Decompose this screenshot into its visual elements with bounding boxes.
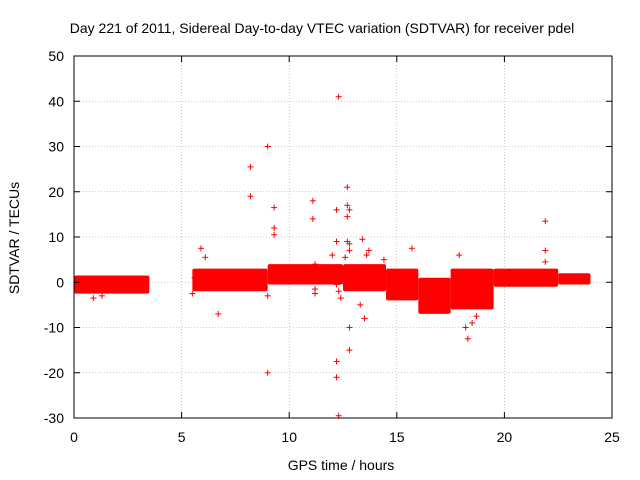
x-tick-label: 20 [497, 429, 513, 445]
data-point [542, 218, 549, 225]
data-point [335, 93, 342, 100]
data-point [408, 245, 415, 252]
data-point [344, 213, 351, 220]
data-point [90, 295, 97, 302]
data-point [344, 184, 351, 191]
data-band [558, 273, 591, 285]
data-band [74, 275, 150, 294]
data-band [267, 264, 343, 285]
data-point [331, 267, 338, 274]
data-band [386, 268, 419, 301]
data-point [342, 254, 349, 261]
data-point [215, 310, 222, 317]
y-tick-label: 20 [48, 184, 64, 200]
data-point [346, 324, 353, 331]
axis-ticks: 0 5 10 15 20 25 -30 -20 -10 0 10 20 30 40 50 [44, 48, 620, 445]
data-band [450, 268, 494, 310]
data-point [456, 252, 463, 259]
data-point [264, 143, 271, 150]
data-point [309, 197, 316, 204]
data-point [312, 261, 319, 268]
x-tick-label: 10 [281, 429, 297, 445]
y-tick-label: -10 [44, 320, 64, 336]
data-point [271, 224, 278, 231]
x-tick-label: 25 [604, 429, 620, 445]
y-tick-label: -20 [44, 365, 64, 381]
data-point [312, 290, 319, 297]
data-point [191, 274, 198, 281]
y-tick-label: 40 [48, 93, 64, 109]
x-tick-label: 15 [389, 429, 405, 445]
data-point [264, 369, 271, 376]
chart-title: Day 221 of 2011, Sidereal Day-to-day VTE… [70, 20, 574, 36]
y-tick-label: 10 [48, 229, 64, 245]
data-band [192, 268, 268, 292]
plot-frame [73, 55, 613, 419]
x-tick-label: 5 [178, 429, 186, 445]
data-point [264, 292, 271, 299]
data-point [333, 281, 340, 288]
data-point [542, 258, 549, 265]
data-point [333, 374, 340, 381]
data-point [329, 252, 336, 259]
y-tick-label: 0 [56, 274, 64, 290]
data-point [365, 247, 372, 254]
x-axis-label: GPS time / hours [288, 457, 395, 473]
data-point [346, 206, 353, 213]
data-band [343, 264, 387, 292]
grid [74, 56, 612, 418]
data-point [247, 193, 254, 200]
data-point [361, 315, 368, 322]
data-point [335, 288, 342, 295]
data-point [98, 292, 105, 299]
data-point [344, 202, 351, 209]
data-point [346, 347, 353, 354]
y-tick-label: 50 [48, 48, 64, 64]
data-point [202, 254, 209, 261]
data-point [473, 313, 480, 320]
data-point [247, 163, 254, 170]
data-point [542, 247, 549, 254]
y-tick-label: -30 [44, 410, 64, 426]
data-point [333, 206, 340, 213]
data-point [357, 301, 364, 308]
data-point [271, 204, 278, 211]
data-point [462, 324, 469, 331]
data-point [337, 295, 344, 302]
data-point [197, 245, 204, 252]
x-tick-label: 0 [70, 429, 78, 445]
data-point [333, 358, 340, 365]
data-points [74, 93, 591, 419]
data-band [493, 268, 559, 287]
data-point [363, 252, 370, 259]
y-axis-label: SDTVAR / TECUs [6, 182, 22, 294]
data-point [346, 247, 353, 254]
data-point [309, 215, 316, 222]
data-point [333, 238, 340, 245]
data-point [469, 319, 476, 326]
y-tick-label: 30 [48, 139, 64, 155]
data-band [418, 277, 451, 314]
data-point [271, 231, 278, 238]
data-point [380, 256, 387, 263]
data-point [189, 290, 196, 297]
data-point [346, 240, 353, 247]
data-point [359, 236, 366, 243]
data-point [464, 335, 471, 342]
